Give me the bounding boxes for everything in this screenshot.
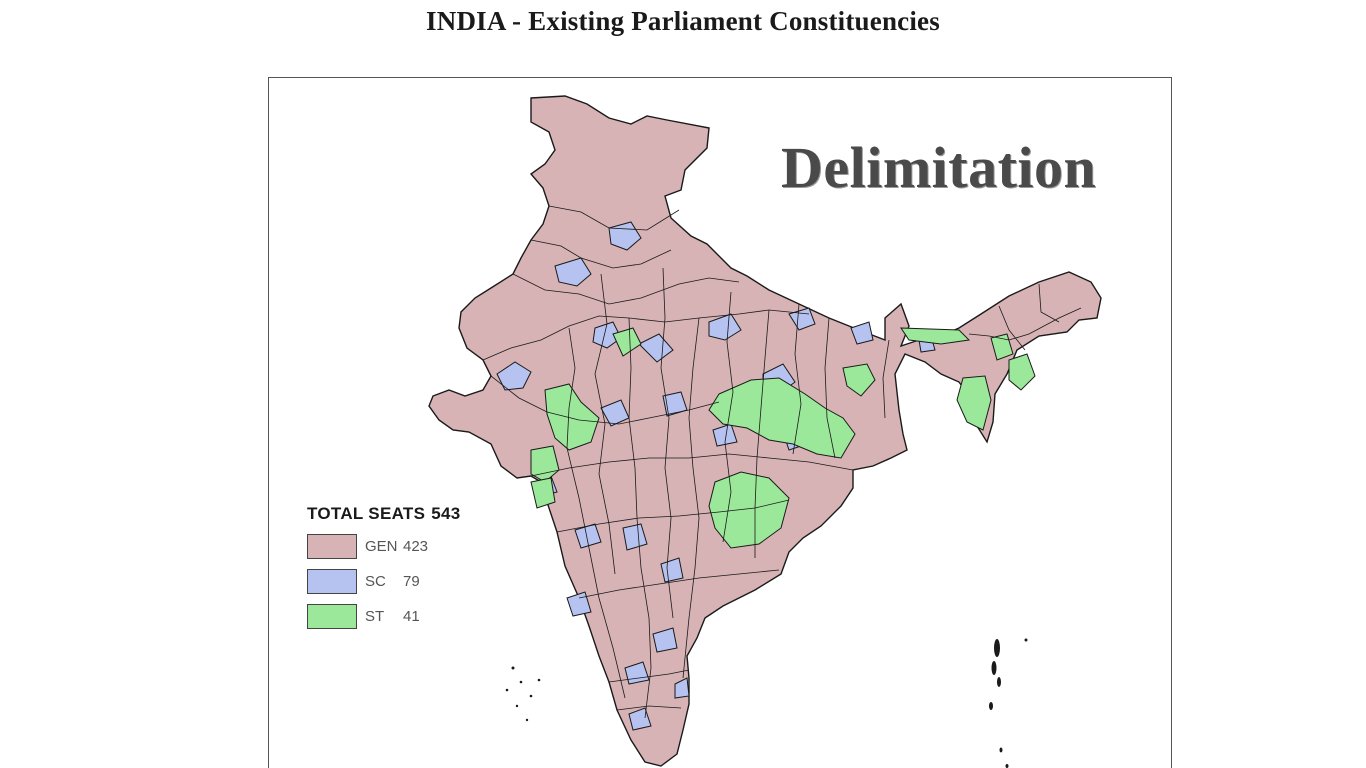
legend-label-gen: GEN — [365, 537, 398, 555]
legend-count-gen: 423 — [403, 537, 429, 555]
st-constituencies — [530, 327, 1036, 549]
legend-title-label: TOTAL SEATS — [307, 504, 426, 523]
legend-label-sc: SC — [365, 572, 386, 590]
legend-swatch-gen — [307, 533, 357, 559]
india-constituency-map — [428, 95, 1102, 768]
legend-total-seats: 543 — [431, 504, 461, 523]
legend-label-st: ST — [365, 607, 385, 625]
legend-row-st: ST 41 — [307, 602, 460, 630]
legend-row-gen: GEN 423 — [307, 532, 460, 560]
map-frame: Delimitation TOTAL SEATS 543 GEN 423 SC 7… — [268, 77, 1172, 768]
legend-title: TOTAL SEATS 543 — [307, 504, 460, 524]
legend-count-sc: 79 — [403, 572, 420, 590]
legend: TOTAL SEATS 543 GEN 423 SC 79 ST 41 — [307, 504, 460, 637]
legend-swatch-st — [307, 603, 357, 629]
constituency-boundaries — [482, 205, 1082, 719]
lakshadweep-islands — [505, 666, 541, 722]
andaman-nicobar-islands — [989, 638, 1028, 768]
legend-swatch-sc — [307, 568, 357, 594]
legend-row-sc: SC 79 — [307, 567, 460, 595]
page-title: INDIA - Existing Parliament Constituenci… — [426, 6, 940, 36]
delimitation-heading: Delimitation — [781, 135, 1097, 200]
legend-count-st: 41 — [403, 607, 420, 625]
